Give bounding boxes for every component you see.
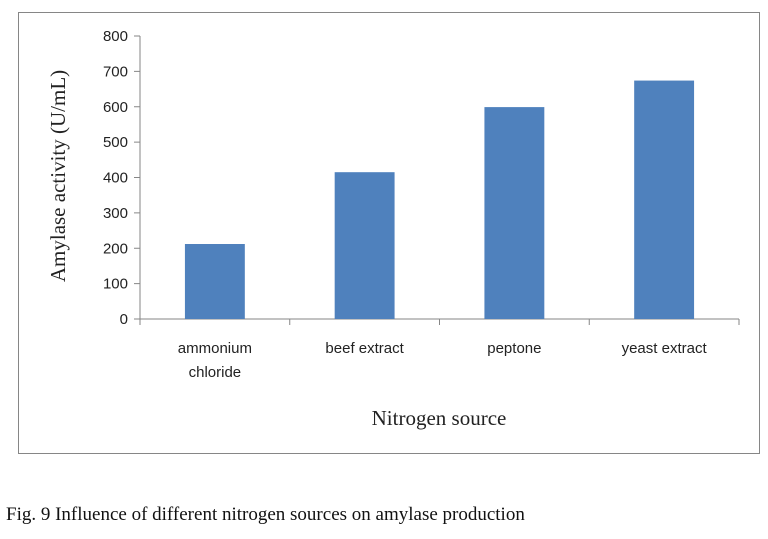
bars <box>184 80 695 319</box>
bar <box>634 80 695 319</box>
bar <box>484 107 545 319</box>
x-category-label: peptone <box>487 340 541 357</box>
y-tick-label: 200 <box>103 240 128 257</box>
y-tick-label: 600 <box>103 99 128 116</box>
x-axis <box>139 318 740 325</box>
y-tick-label: 800 <box>103 28 128 45</box>
x-category-label-line: chloride <box>189 364 242 381</box>
chart-frame: 0 100 200 300 400 500 600 700 800 ammonium chlori… <box>18 12 760 454</box>
x-category-label: ammonium chloride <box>178 340 252 381</box>
x-axis-title: Nitrogen source <box>372 406 507 430</box>
y-axis: 0 100 200 300 400 500 600 700 800 <box>103 28 141 328</box>
y-tick-label: 700 <box>103 63 128 80</box>
x-category-label-line: ammonium <box>178 340 252 357</box>
y-tick-label: 400 <box>103 170 128 187</box>
y-axis-title: Amylase activity (U/mL) <box>46 70 70 282</box>
y-tick-label: 0 <box>120 311 128 328</box>
y-tick-label: 500 <box>103 134 128 151</box>
x-category-label-line: beef extract <box>325 340 404 357</box>
x-category-label-line: yeast extract <box>622 340 708 357</box>
y-tick-label: 300 <box>103 205 128 222</box>
x-category-label: yeast extract <box>622 340 708 357</box>
x-category-label-line: peptone <box>487 340 541 357</box>
bar-chart: 0 100 200 300 400 500 600 700 800 ammonium chlori… <box>46 28 740 430</box>
figure-caption: Fig. 9 Influence of different nitrogen s… <box>6 504 525 525</box>
category-labels: ammonium chloride beef extract peptone yeast… <box>178 340 708 381</box>
y-tick-label: 100 <box>103 276 128 293</box>
bar <box>184 244 245 319</box>
x-category-label: beef extract <box>325 340 404 357</box>
bar <box>334 172 395 319</box>
